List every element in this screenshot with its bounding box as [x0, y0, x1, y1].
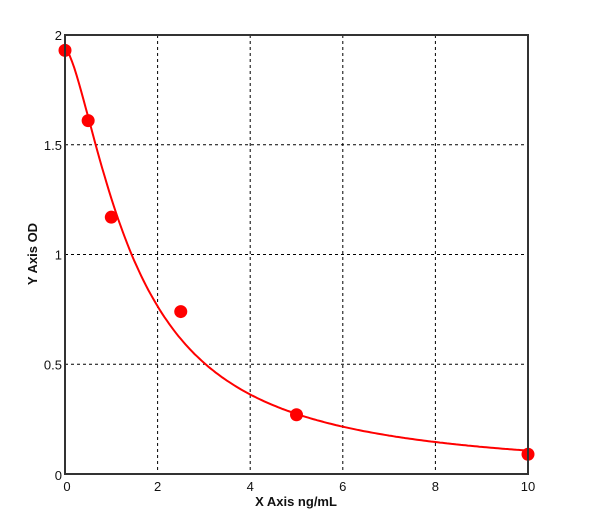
y-tick-label: 2 — [55, 28, 62, 43]
y-tick-label: 0.5 — [44, 357, 62, 372]
x-tick-label: 8 — [432, 479, 439, 494]
y-axis-label: Y Axis OD — [25, 223, 40, 285]
data-point — [290, 408, 303, 422]
y-tick-label: 1.5 — [44, 138, 62, 153]
x-tick-label: 0 — [63, 479, 70, 494]
x-axis-label: X Axis ng/mL — [255, 494, 337, 509]
data-point — [81, 114, 95, 128]
y-tick-label: 1 — [55, 248, 62, 263]
x-tick-label: 6 — [339, 479, 346, 494]
fit-curve — [64, 47, 529, 452]
x-tick-label: 2 — [154, 479, 161, 494]
data-point — [174, 305, 188, 319]
data-points — [58, 43, 535, 461]
x-tick-label: 10 — [521, 479, 535, 494]
tick-labels: 0 2 4 6 8 10 0 0.5 1 1.5 2 — [44, 28, 535, 494]
data-point — [104, 210, 118, 224]
grid-lines — [65, 35, 528, 474]
y-tick-label: 0 — [55, 468, 62, 483]
x-tick-label: 4 — [247, 479, 254, 494]
plot-frame — [64, 34, 529, 475]
